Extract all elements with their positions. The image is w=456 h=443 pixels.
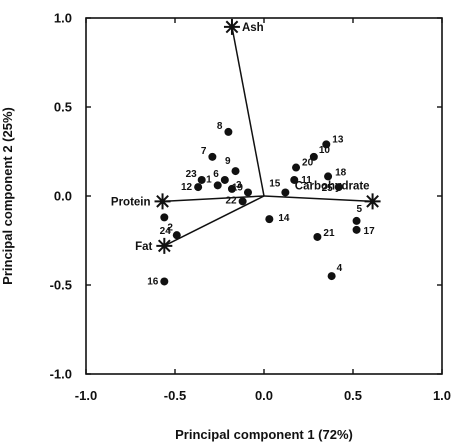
data-point-21: [313, 232, 322, 241]
y-axis-title: Principal component 2 (25%): [0, 107, 15, 285]
vector-star-carbohydrate: [364, 193, 381, 210]
point-label-22: 22: [226, 195, 238, 206]
point-label-20: 20: [302, 158, 314, 169]
vector-label-fat: Fat: [135, 241, 152, 253]
point-label-19: 19: [232, 182, 244, 193]
x-axis-title: Principal component 1 (72%): [175, 427, 353, 442]
point-label-3: 3: [236, 180, 242, 191]
data-point-9: [231, 167, 240, 176]
data-point-6: [220, 175, 229, 184]
vector-star-fat: [156, 237, 173, 254]
x-tick-label: 0.5: [344, 388, 362, 403]
point-label-12: 12: [181, 182, 193, 193]
point-label-2: 2: [167, 222, 173, 233]
point-label-13: 13: [332, 134, 344, 145]
data-point-15: [281, 188, 290, 197]
point-label-7: 7: [201, 146, 207, 157]
x-tick-label: -0.5: [164, 388, 186, 403]
score-points: 1234567891011121314151617181920212223242…: [147, 121, 375, 288]
point-label-17: 17: [364, 226, 376, 237]
data-point-7: [208, 152, 217, 161]
point-label-10: 10: [319, 145, 331, 156]
data-point-18: [324, 172, 333, 181]
vector-star-protein: [154, 193, 171, 210]
data-point-2: [160, 213, 169, 222]
data-point-1: [213, 181, 222, 190]
data-point-22: [238, 197, 247, 206]
point-label-23: 23: [186, 169, 198, 180]
x-tick-label: -1.0: [75, 388, 97, 403]
x-tick-label: 1.0: [433, 388, 451, 403]
y-tick-label: -0.5: [50, 278, 72, 293]
y-tick-label: -1.0: [50, 367, 72, 382]
point-label-15: 15: [269, 178, 281, 189]
point-label-5: 5: [357, 204, 363, 215]
y-tick-label: 0.5: [54, 100, 72, 115]
loading-vectors: Ash Protein Fat Carbohydrate: [111, 18, 381, 254]
data-point-17: [352, 225, 361, 234]
point-label-4: 4: [337, 263, 343, 274]
data-point-23: [197, 175, 206, 184]
x-tick-label: 0.0: [255, 388, 273, 403]
point-label-9: 9: [225, 156, 231, 167]
data-point-25: [334, 183, 343, 192]
data-point-16: [160, 277, 169, 286]
data-point-20: [292, 163, 301, 172]
point-label-11: 11: [301, 175, 312, 186]
data-point-12: [194, 183, 203, 192]
vector-line-protein: [162, 195, 265, 203]
point-label-16: 16: [147, 276, 159, 287]
vector-label-carbohydrate: Carbohydrate: [295, 180, 370, 192]
y-tick-label: 1.0: [54, 11, 72, 26]
y-tick-label: 0.0: [54, 189, 72, 204]
data-point-14: [265, 215, 274, 224]
point-label-21: 21: [323, 228, 335, 239]
vector-star-ash: [223, 18, 240, 35]
vector-line-carbohydrate: [263, 195, 373, 203]
point-label-6: 6: [213, 169, 219, 180]
data-point-4: [327, 272, 336, 281]
axis-ticks: -1.0 -0.5 0.0 0.5 1.0 1.0 0.5 0.0 -0.5 -1.0: [50, 11, 451, 404]
vector-label-protein: Protein: [111, 196, 151, 208]
point-label-8: 8: [217, 121, 223, 132]
vector-line-ash: [231, 26, 265, 197]
point-label-1: 1: [206, 174, 212, 185]
data-point-5: [352, 216, 361, 225]
data-point-13: [322, 140, 331, 149]
data-point-19: [243, 188, 252, 197]
vector-label-ash: Ash: [242, 22, 264, 34]
point-label-24: 24: [160, 226, 172, 237]
data-point-10: [309, 152, 318, 161]
point-label-18: 18: [335, 167, 347, 178]
data-point-3: [227, 184, 236, 193]
point-label-25: 25: [322, 183, 334, 194]
point-label-14: 14: [278, 213, 290, 224]
data-point-8: [224, 127, 233, 136]
vector-line-fat: [163, 195, 265, 247]
data-point-11: [290, 175, 299, 184]
data-point-24: [172, 231, 181, 240]
